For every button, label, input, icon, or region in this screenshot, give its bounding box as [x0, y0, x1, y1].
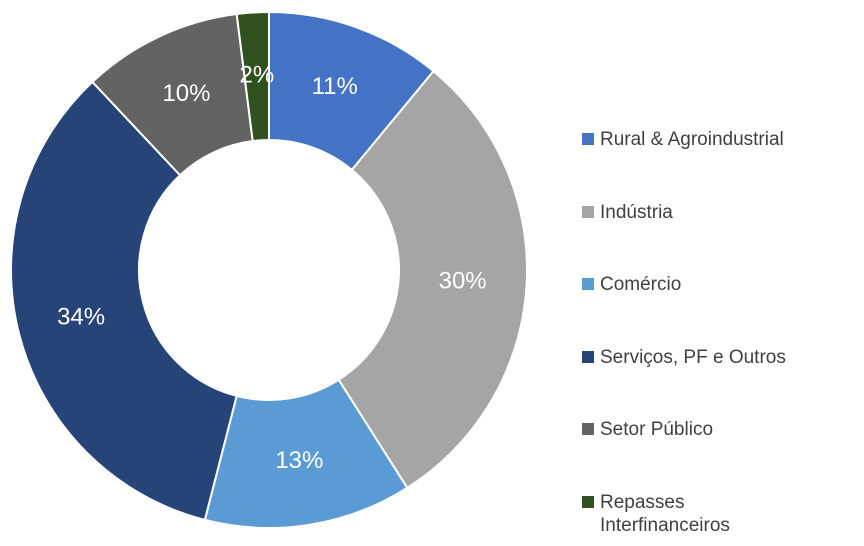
legend-swatch: [582, 133, 594, 145]
donut-slice: [235, 10, 270, 143]
legend-swatch: [582, 278, 594, 291]
legend-label: Repasses Interfinanceiros: [600, 492, 730, 536]
legend-swatch: [582, 350, 594, 363]
legend-label: Comércio: [600, 274, 682, 296]
legend-item: Indústria: [582, 201, 864, 224]
legend-label: Indústria: [600, 201, 673, 223]
legend-item: Setor Público: [582, 418, 864, 441]
legend-item: Comércio: [582, 273, 864, 296]
legend-item: Serviços, PF e Outros: [582, 346, 864, 369]
data-label: 13%: [275, 447, 323, 474]
data-label: 10%: [162, 80, 210, 107]
legend-label: Serviços, PF e Outros: [600, 346, 786, 368]
donut: 11% 30% 13% 34% 10% 2%: [10, 10, 528, 529]
data-label: 2%: [239, 62, 274, 89]
data-label: 30%: [439, 268, 487, 295]
data-label: 34%: [57, 304, 105, 331]
legend-label: Rural & Agroindustrial: [600, 129, 784, 150]
legend-item: Repasses Interfinanceiros: [582, 491, 864, 537]
legend-item: Rural & Agroindustrial: [582, 128, 864, 151]
donut-slice: [337, 69, 528, 490]
data-label: 11%: [312, 73, 358, 100]
legend-swatch: [582, 496, 594, 508]
donut-slice: [10, 80, 238, 522]
legend-label: Setor Público: [600, 419, 714, 441]
legend-swatch: [582, 205, 594, 218]
legend-swatch: [582, 423, 594, 436]
